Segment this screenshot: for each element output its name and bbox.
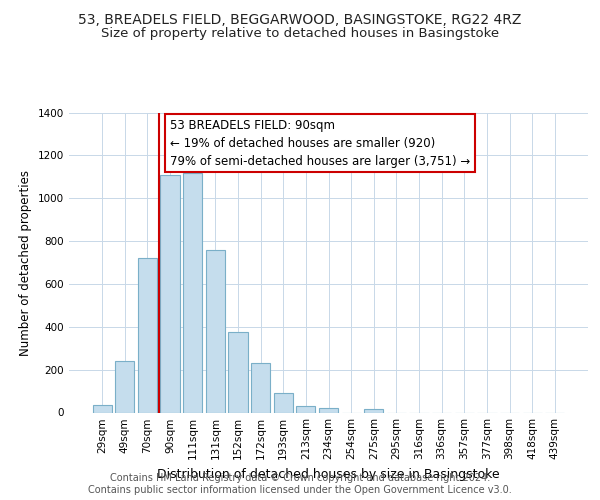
Bar: [92, 405, 112, 412]
Text: Contains HM Land Registry data © Crown copyright and database right 2024.
Contai: Contains HM Land Registry data © Crown c…: [88, 474, 512, 495]
Bar: [296, 406, 316, 412]
Text: 53 BREADELS FIELD: 90sqm
← 19% of detached houses are smaller (920)
79% of semi-: 53 BREADELS FIELD: 90sqm ← 19% of detach…: [170, 118, 470, 168]
Text: Size of property relative to detached houses in Basingstoke: Size of property relative to detached ho…: [101, 28, 499, 40]
Y-axis label: Number of detached properties: Number of detached properties: [19, 170, 32, 356]
Bar: [229, 332, 248, 412]
Bar: [206, 250, 225, 412]
Bar: [319, 408, 338, 412]
Text: 53, BREADELS FIELD, BEGGARWOOD, BASINGSTOKE, RG22 4RZ: 53, BREADELS FIELD, BEGGARWOOD, BASINGST…: [79, 12, 521, 26]
Bar: [251, 363, 270, 412]
Bar: [138, 258, 157, 412]
Bar: [274, 393, 293, 412]
Bar: [115, 361, 134, 412]
Bar: [183, 172, 202, 412]
Bar: [160, 174, 180, 412]
X-axis label: Distribution of detached houses by size in Basingstoke: Distribution of detached houses by size …: [157, 468, 500, 481]
Bar: [364, 410, 383, 412]
